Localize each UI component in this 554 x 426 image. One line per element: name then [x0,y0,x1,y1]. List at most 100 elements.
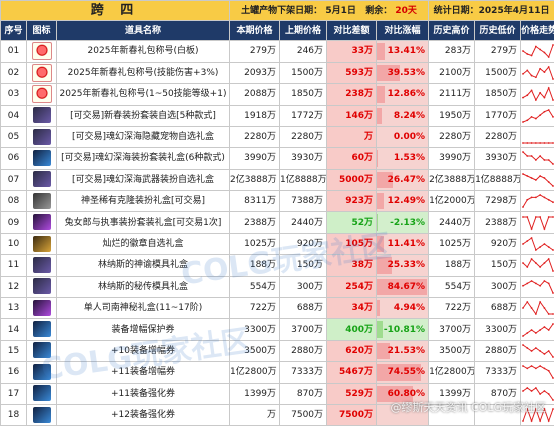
dark-box-icon [33,107,51,123]
price-trend-sparkline [521,298,554,319]
trend-point [526,142,528,144]
delist-label: 土罐产物下架日期： [241,6,322,16]
trend-point [522,216,524,218]
trend-point [522,173,524,175]
trend-point [526,332,528,334]
previous-price: 300万 [280,276,327,297]
column-header[interactable]: 历史高价 [429,21,475,41]
history-low: 688万 [475,298,521,319]
column-header[interactable]: 上期价格 [280,21,327,41]
item-name: +11装备增幅券 [57,362,230,383]
trend-point [531,74,533,76]
trend-point [544,142,546,144]
column-header[interactable]: 价格走势 [521,21,554,41]
trend-point [548,109,550,111]
red-gift-icon [32,85,52,103]
dark-box-icon [33,278,51,294]
row-number: 10 [1,233,27,254]
column-header[interactable]: 图标 [27,21,57,41]
row-number: 05 [1,126,27,147]
price-diff: 620万 [327,340,377,361]
history-high [429,404,475,425]
price-trend-sparkline [521,212,554,233]
price-diff: 400万 [327,319,377,340]
previous-price: 1850万 [280,84,327,106]
trend-point [526,119,528,121]
trend-point [522,344,524,346]
price-change: 12.49% [377,191,429,212]
item-name: +10装备增幅券 [57,340,230,361]
column-header[interactable]: 本期价格 [230,21,280,41]
trend-point [535,197,537,199]
trend-point [526,368,528,370]
change-bar [377,300,380,316]
trend-point [522,335,524,337]
current-price: 8311万 [230,191,280,212]
row-number: 18 [1,404,27,425]
current-price: 3300万 [230,319,280,340]
change-value: 13.41% [388,46,426,56]
item-name: 林纳斯的秘传模具礼盒 [57,276,230,297]
trend-point [531,156,533,158]
current-price: 2388万 [230,212,280,233]
trend-point [526,216,528,218]
blue-box-icon [33,385,51,401]
price-diff: 38万 [327,255,377,276]
previous-price: 7388万 [280,191,327,212]
price-trend-sparkline [521,404,554,425]
trend-point [544,368,546,370]
trend-point [531,307,533,309]
change-value: 0.00% [394,132,425,142]
trend-point [544,97,546,99]
history-low: 150万 [475,255,521,276]
column-header[interactable]: 序号 [1,21,27,41]
history-high: 188万 [429,255,475,276]
trend-point [522,263,524,265]
history-high: 2亿3888万 [429,169,475,190]
column-header[interactable]: 历史低价 [475,21,521,41]
column-header[interactable]: 对比差额 [327,21,377,41]
trend-point [548,350,550,352]
price-trend-sparkline [521,41,554,63]
trend-point [531,280,533,282]
column-header[interactable]: 对比涨幅 [377,21,429,41]
previous-price: 7333万 [280,362,327,383]
icon-cell [27,276,57,297]
icon-cell [27,191,57,212]
trend-point [531,177,533,179]
trend-line [523,152,553,164]
trend-point [548,216,550,218]
red-gift-icon [32,42,52,60]
trend-point [526,69,528,71]
trend-point [539,92,541,94]
price-trend-sparkline [521,126,554,147]
trend-point [535,99,537,101]
row-number: 06 [1,148,27,169]
item-name: 灿烂的徽章自选礼盒 [57,233,230,254]
current-price: 2088万 [230,84,280,106]
trend-point [548,142,550,144]
column-header[interactable]: 道具名称 [57,21,230,41]
trend-point [526,387,528,389]
icon-cell [27,255,57,276]
trend-point [526,175,528,177]
trend-line [523,238,553,250]
